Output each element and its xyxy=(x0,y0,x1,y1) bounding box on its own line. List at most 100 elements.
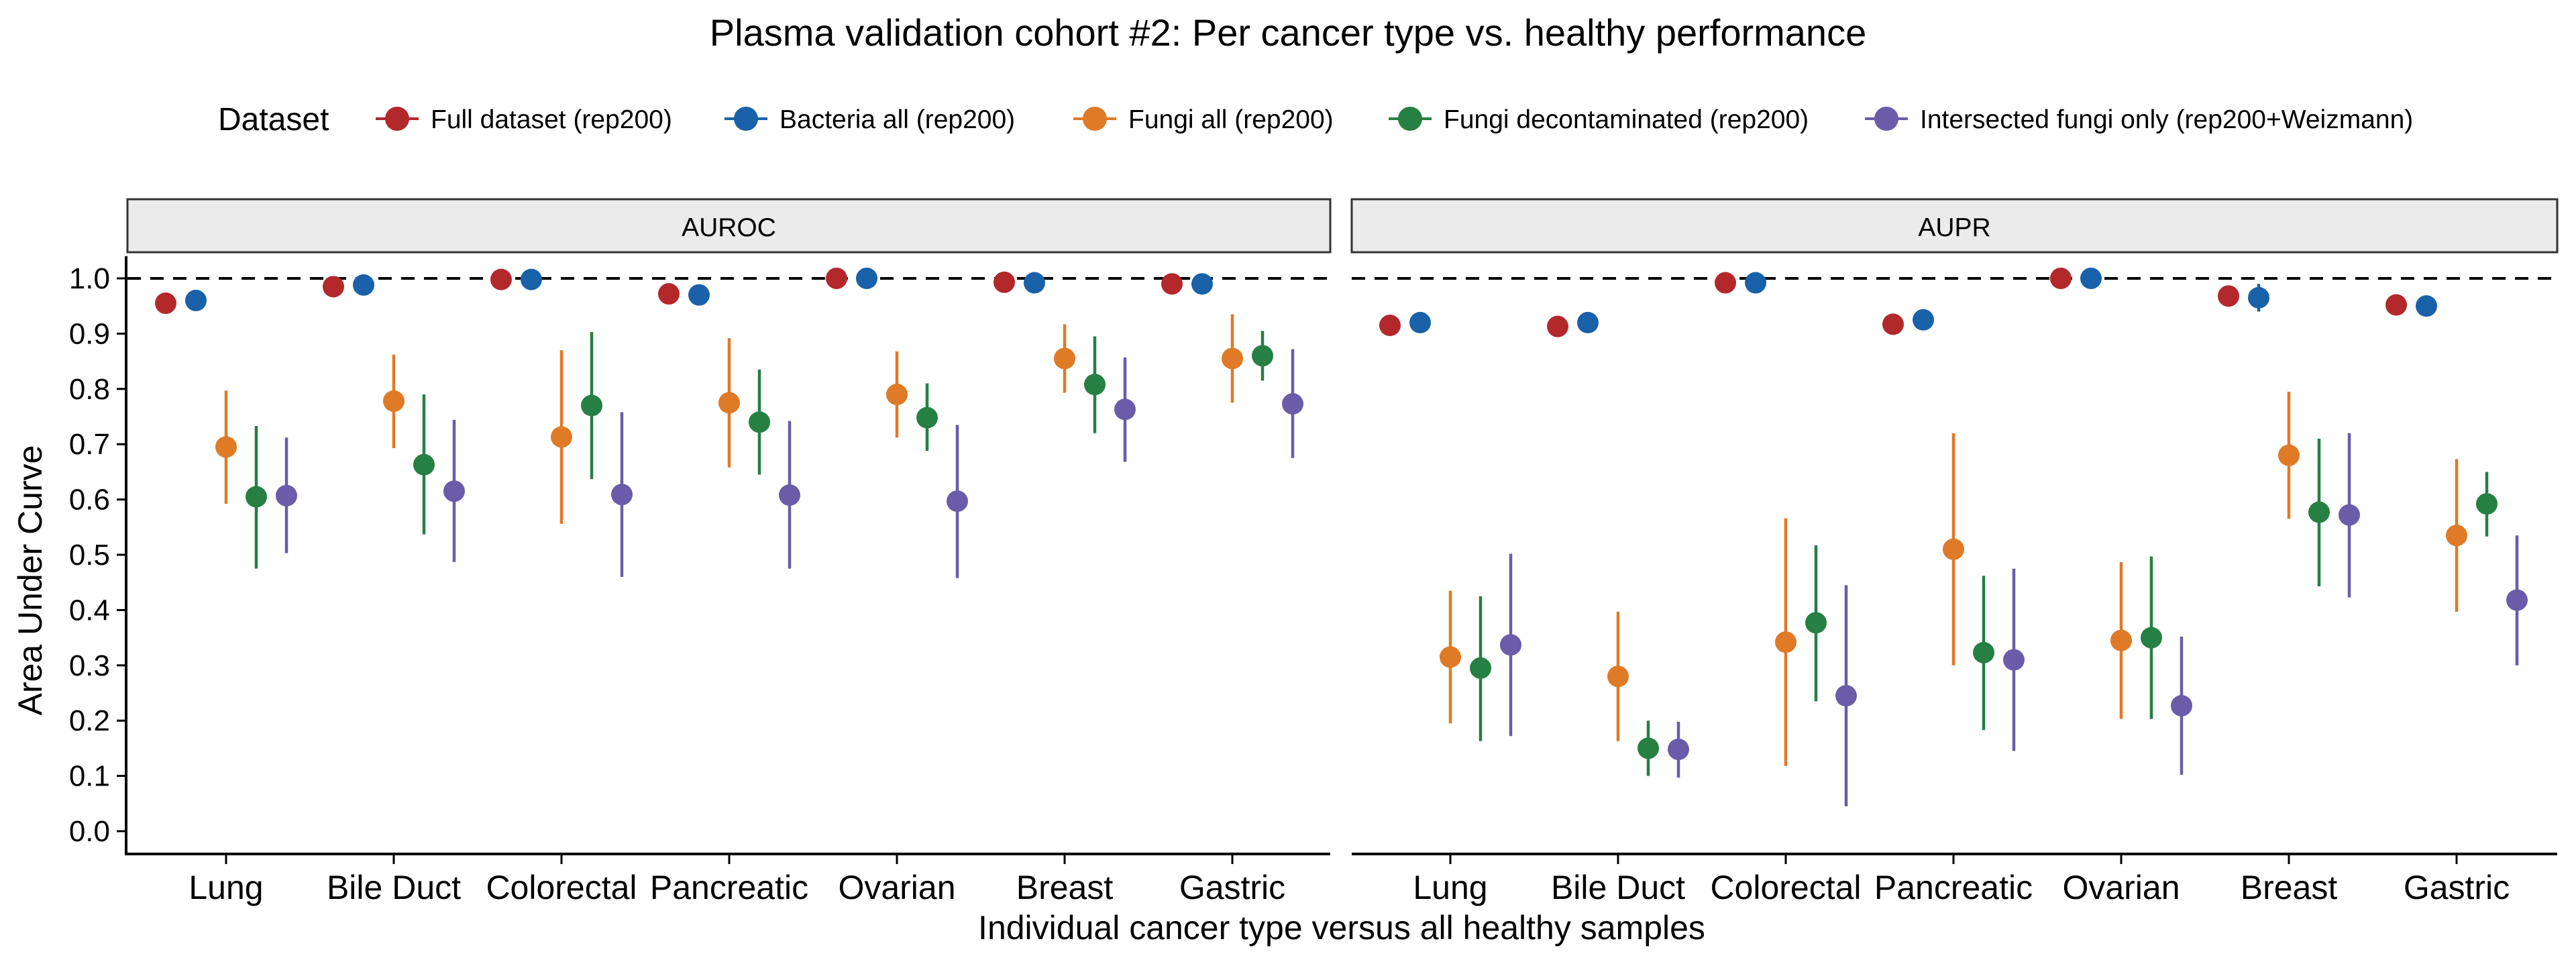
data-point xyxy=(611,484,633,506)
facet-strip-label: AUROC xyxy=(682,213,776,242)
data-point xyxy=(1775,631,1796,653)
data-point xyxy=(155,292,176,315)
data-point xyxy=(749,411,770,433)
x-tick-label: Ovarian xyxy=(838,869,955,906)
legend-key-point xyxy=(1398,107,1422,131)
data-point xyxy=(1913,309,1934,331)
data-point xyxy=(779,484,800,506)
legend-label: Full dataset (rep200) xyxy=(431,105,672,134)
x-tick-label: Gastric xyxy=(1179,869,1285,906)
legend: Dataset Full dataset (rep200) Bacteria al… xyxy=(218,102,2413,138)
data-point xyxy=(994,271,1015,293)
data-point xyxy=(276,484,297,506)
data-point xyxy=(1943,538,1964,560)
data-point xyxy=(1222,347,1243,370)
y-axis-title: Area Under Curve xyxy=(11,445,49,716)
data-point xyxy=(2050,267,2072,289)
data-point xyxy=(856,267,877,289)
legend-key-point xyxy=(385,107,409,131)
x-tick-label: Ovarian xyxy=(2062,869,2180,906)
data-point xyxy=(443,480,465,502)
data-point xyxy=(1607,665,1629,688)
data-point xyxy=(1161,273,1183,295)
data-point xyxy=(1668,739,1689,761)
y-tick-label: 0.5 xyxy=(69,539,110,572)
data-point xyxy=(1973,641,1994,663)
data-point xyxy=(886,384,908,406)
y-tick-label: 0.7 xyxy=(69,428,110,461)
y-tick-label: 0.9 xyxy=(69,317,110,350)
data-point xyxy=(1191,273,1213,295)
x-tick-label: Bile Duct xyxy=(1551,869,1685,906)
x-tick-label: Lung xyxy=(1413,869,1487,906)
data-point xyxy=(1282,393,1303,415)
data-point xyxy=(1470,657,1491,679)
panel-auroc: AUROC Lung Bile Duct Colorectal Pancreatic Ov… xyxy=(126,198,1332,906)
data-point xyxy=(947,490,968,513)
y-axis: 0.0 0.1 0.2 0.3 0.4 0.5 0.6 0.7 0.8 0.9 1.0 xyxy=(69,256,127,855)
legend-item: Full dataset (rep200) xyxy=(376,105,672,134)
x-tick-label: Breast xyxy=(1016,869,1114,906)
x-tick-label: Gastric xyxy=(2404,869,2510,906)
data-point xyxy=(1054,347,1075,370)
data-point xyxy=(2506,589,2528,611)
data-point xyxy=(383,390,405,412)
data-point xyxy=(2248,286,2269,309)
data-point xyxy=(2003,649,2025,671)
data-point xyxy=(2171,694,2192,716)
legend-key-point xyxy=(1083,107,1107,131)
y-tick-label: 0.4 xyxy=(69,594,110,627)
y-tick-label: 0.1 xyxy=(69,760,110,793)
x-axis-title: Individual cancer type versus all health… xyxy=(978,909,1705,947)
data-point xyxy=(185,289,207,311)
data-point xyxy=(2218,285,2239,307)
data-point xyxy=(2339,504,2360,526)
legend-label: Intersected fungi only (rep200+Weizmann) xyxy=(1920,105,2413,134)
data-point xyxy=(2141,627,2162,649)
data-point xyxy=(718,392,740,414)
legend-key-point xyxy=(734,107,758,131)
x-tick-label: Colorectal xyxy=(486,869,637,906)
legend-item: Fungi decontaminated (rep200) xyxy=(1389,105,1809,134)
data-point xyxy=(2110,629,2132,651)
legend-item: Fungi all (rep200) xyxy=(1073,105,1334,134)
data-point xyxy=(1500,634,1521,656)
data-point xyxy=(2278,444,2300,466)
panel-aupr: AUPR Lung Bile Duct Colorectal Pancreatic Ova… xyxy=(1350,198,2559,906)
facet-strip-label: AUPR xyxy=(1918,213,1990,242)
data-point xyxy=(1835,685,1857,707)
data-point xyxy=(1440,646,1461,668)
data-point xyxy=(1547,315,1568,337)
data-point xyxy=(353,274,374,296)
x-tick-label: Breast xyxy=(2241,869,2338,906)
x-tick-label: Pancreatic xyxy=(650,869,808,906)
data-point xyxy=(826,267,847,289)
x-tick-label: Bile Duct xyxy=(327,869,461,906)
data-point xyxy=(521,268,542,290)
legend-label: Fungi decontaminated (rep200) xyxy=(1444,105,1809,134)
data-point xyxy=(551,426,572,448)
x-tick-label: Colorectal xyxy=(1710,869,1861,906)
data-point xyxy=(1715,272,1736,294)
legend-label: Fungi all (rep200) xyxy=(1128,105,1334,134)
y-tick-label: 1.0 xyxy=(69,262,110,295)
data-point xyxy=(1024,272,1045,294)
data-point xyxy=(916,407,938,429)
data-point xyxy=(658,283,680,305)
legend-item: Intersected fungi only (rep200+Weizmann) xyxy=(1865,105,2413,134)
legend-key-point xyxy=(1874,107,1898,131)
y-tick-label: 0.2 xyxy=(69,704,110,737)
data-point xyxy=(1252,345,1273,367)
chart-title: Plasma validation cohort #2: Per cancer … xyxy=(710,11,1866,54)
data-point xyxy=(215,436,237,458)
x-tick-label: Lung xyxy=(189,869,263,906)
data-point xyxy=(2080,267,2102,289)
data-point xyxy=(1882,313,1904,335)
y-tick-label: 0.8 xyxy=(69,373,110,406)
data-point xyxy=(1805,612,1827,634)
data-point xyxy=(2476,493,2498,515)
data-point xyxy=(1638,737,1659,759)
data-point xyxy=(688,284,710,306)
facet-strip xyxy=(126,198,1332,254)
